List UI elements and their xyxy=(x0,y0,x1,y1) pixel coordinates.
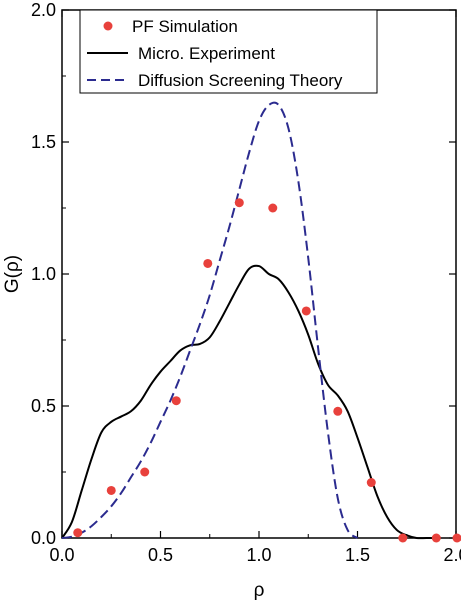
legend: PF Simulation Micro. Experiment Diffusio… xyxy=(79,9,378,94)
x-axis-label: ρ xyxy=(254,580,265,601)
y-tick-label: 1.5 xyxy=(31,132,56,152)
x-axis-ticks: 0.0 0.5 1.0 1.5 2.0 xyxy=(49,10,461,565)
y-tick-label: 0.5 xyxy=(31,396,56,416)
series-lines xyxy=(61,101,437,540)
y-axis-label: G(ρ) xyxy=(2,255,23,293)
y-tick-label: 2.0 xyxy=(31,0,56,20)
data-point xyxy=(140,467,150,477)
series-points xyxy=(73,198,461,543)
data-point xyxy=(234,198,244,208)
data-point xyxy=(398,533,408,543)
plot-area xyxy=(61,9,457,539)
legend-label-diffusion-screening: Diffusion Screening Theory xyxy=(138,71,343,90)
legend-label-pf-simulation: PF Simulation xyxy=(132,17,238,36)
x-tick-label: 1.5 xyxy=(345,545,370,565)
data-point xyxy=(171,396,181,406)
legend-marker-pf-simulation xyxy=(103,21,113,31)
data-point xyxy=(333,406,343,416)
data-point xyxy=(73,528,83,538)
data-point xyxy=(203,258,213,268)
x-tick-label: 0.5 xyxy=(148,545,173,565)
data-point xyxy=(106,485,116,495)
data-point xyxy=(268,203,278,213)
data-point xyxy=(431,533,441,543)
series-line-1 xyxy=(61,264,437,540)
data-point xyxy=(452,533,461,543)
y-tick-label: 1.0 xyxy=(31,264,56,284)
data-point xyxy=(366,478,376,488)
legend-label-micro-experiment: Micro. Experiment xyxy=(138,44,275,63)
y-axis-ticks: 0.0 0.5 1.0 1.5 2.0 xyxy=(31,0,456,548)
data-point xyxy=(301,306,311,316)
series-line-2 xyxy=(61,101,359,539)
x-tick-label: 1.0 xyxy=(246,545,271,565)
y-tick-label: 0.0 xyxy=(31,528,56,548)
x-tick-label: 2.0 xyxy=(443,545,461,565)
x-tick-label: 0.0 xyxy=(49,545,74,565)
legend-box xyxy=(79,9,378,94)
